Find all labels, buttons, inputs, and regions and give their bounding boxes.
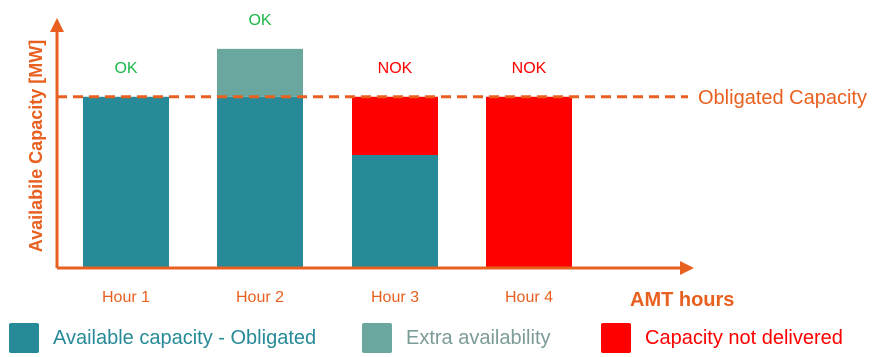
status-label-1: OK <box>114 60 137 77</box>
status-label-2: OK <box>248 12 271 29</box>
legend-label-not-delivered: Capacity not delivered <box>645 326 843 349</box>
legend-item-obligated: Available capacity - Obligated <box>9 323 316 353</box>
status-label-3: NOK <box>378 60 413 77</box>
bar-1-series-1 <box>83 96 169 269</box>
legend: Available capacity - Obligated Extra ava… <box>0 317 889 357</box>
x-tick-label-1: Hour 1 <box>102 289 150 306</box>
x-tick-label-4: Hour 4 <box>505 289 553 306</box>
bar-3-series-1 <box>352 155 438 268</box>
x-axis-title: AMT hours <box>630 289 734 311</box>
bar-3-series-3 <box>352 96 438 155</box>
legend-swatch-obligated <box>9 323 39 353</box>
x-axis-arrow-icon <box>680 261 694 275</box>
legend-swatch-extra <box>362 323 392 353</box>
x-tick-label-3: Hour 3 <box>371 289 419 306</box>
bar-2-series-1 <box>217 96 303 269</box>
chart-svg: Obligated Capacity Availabile Capacity [M… <box>26 12 867 311</box>
legend-swatch-not-delivered <box>601 323 631 353</box>
bar-2-series-2 <box>217 48 303 97</box>
bar-4-series-3 <box>486 96 572 269</box>
y-axis-title: Availabile Capacity [MW] <box>26 40 46 252</box>
legend-item-extra: Extra availability <box>362 323 551 353</box>
legend-item-not-delivered: Capacity not delivered <box>601 323 843 353</box>
status-label-4: NOK <box>512 60 547 77</box>
legend-label-extra: Extra availability <box>406 326 551 349</box>
y-axis-arrow-icon <box>50 18 64 32</box>
obligated-capacity-label: Obligated Capacity <box>698 87 867 109</box>
legend-label-obligated: Available capacity - Obligated <box>53 326 317 349</box>
x-tick-label-2: Hour 2 <box>236 289 284 306</box>
